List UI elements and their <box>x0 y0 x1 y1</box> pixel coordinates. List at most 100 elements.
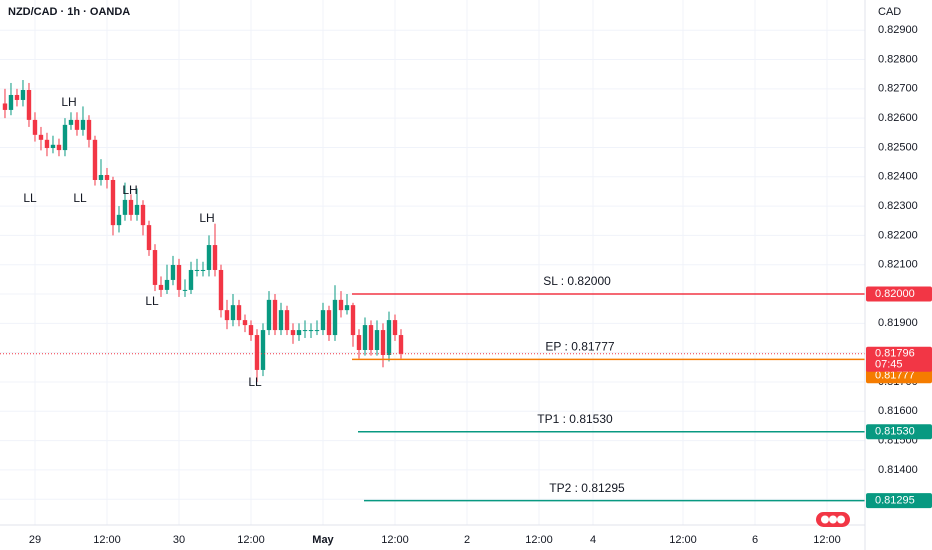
level-price-label: 0.81295 <box>875 495 915 507</box>
candle-body <box>248 325 254 336</box>
y-tick-label: 0.82200 <box>878 229 918 241</box>
candle-body <box>74 119 80 130</box>
candle-body <box>308 330 314 332</box>
last-price-box <box>866 346 932 372</box>
candle-body <box>176 264 182 290</box>
level-price-label-box <box>866 286 932 302</box>
candle-body <box>194 269 200 271</box>
candle-body <box>206 245 212 270</box>
candle-body <box>104 175 110 180</box>
candle-body <box>86 119 92 140</box>
annotation: LH <box>199 211 214 225</box>
candle-body <box>320 310 326 331</box>
y-tick-label: 0.82800 <box>878 53 918 65</box>
candle-body <box>236 305 242 321</box>
candle-body <box>344 305 350 311</box>
y-tick-label: 0.81600 <box>878 405 918 417</box>
x-tick-label: 12:00 <box>381 534 409 546</box>
candle-body <box>224 310 230 321</box>
candle-body <box>338 299 344 311</box>
candle-body <box>128 199 134 215</box>
candle-body <box>302 330 308 332</box>
annotation: LL <box>23 191 37 205</box>
candle-body <box>38 134 44 140</box>
candle-body <box>332 299 338 336</box>
candle-body <box>356 335 362 350</box>
candle-body <box>26 89 32 120</box>
y-tick-label: 0.81900 <box>878 317 918 329</box>
candle-body <box>44 139 50 149</box>
candle-body <box>374 330 380 350</box>
candle-body <box>20 89 26 100</box>
candle-body <box>398 335 404 354</box>
candle-body <box>152 250 158 285</box>
logo-dot <box>829 515 837 524</box>
candle-body <box>380 330 386 355</box>
level-price-label-box <box>866 424 932 440</box>
level-label: TP2 : 0.81295 <box>549 481 625 495</box>
y-tick-label: 0.82900 <box>878 24 918 36</box>
candle-body <box>182 289 188 291</box>
candle-body <box>386 320 392 355</box>
candle-body <box>14 94 20 100</box>
candle-body <box>50 144 56 149</box>
candle-body <box>368 325 374 350</box>
y-tick-label: 0.82400 <box>878 171 918 183</box>
y-tick-label: 0.81400 <box>878 464 918 476</box>
level-price-label-box <box>866 368 932 384</box>
candle-body <box>362 325 368 350</box>
candle-body <box>260 330 266 370</box>
candle-body <box>392 320 398 336</box>
annotation: LH <box>122 183 137 197</box>
candle-body <box>284 310 290 331</box>
y-tick-label: 0.82600 <box>878 112 918 124</box>
x-tick-label: 2 <box>464 534 470 546</box>
candle-body <box>158 284 164 290</box>
candle-body <box>212 245 218 270</box>
candle-body <box>32 119 38 135</box>
candle-body <box>266 299 272 331</box>
x-tick-label: 12:00 <box>237 534 265 546</box>
level-price-label: 0.81777 <box>875 370 915 382</box>
candle-body <box>170 264 176 280</box>
x-tick-label: 12:00 <box>525 534 553 546</box>
level-price-label: 0.81530 <box>875 426 915 438</box>
x-tick-label: 12:00 <box>93 534 121 546</box>
x-tick-label: 30 <box>173 534 185 546</box>
x-tick-label: 4 <box>590 534 596 546</box>
x-tick-label: May <box>312 534 334 546</box>
candle-body <box>188 269 194 290</box>
logo-dot <box>821 515 829 524</box>
candle-body <box>80 119 86 130</box>
candle-body <box>296 330 302 336</box>
candle-body <box>140 204 146 226</box>
currency-label: CAD <box>878 6 901 18</box>
x-tick-label: 12:00 <box>669 534 697 546</box>
y-tick-label: 0.82700 <box>878 83 918 95</box>
candle-body <box>242 320 248 326</box>
candle-body <box>8 94 14 110</box>
annotation: LL <box>248 375 262 389</box>
candle-body <box>218 269 224 311</box>
candle-body <box>122 199 128 215</box>
candle-body <box>272 299 278 331</box>
candle-body <box>230 305 236 321</box>
candle-body <box>314 330 320 332</box>
candle-body <box>116 214 122 226</box>
annotation: LL <box>145 294 159 308</box>
candle-body <box>146 225 152 251</box>
candle-body <box>278 310 284 331</box>
candle-body <box>164 279 170 290</box>
x-tick-label: 12:00 <box>813 534 841 546</box>
candle-body <box>110 179 116 226</box>
level-price-label: 0.82000 <box>875 288 915 300</box>
candle-body <box>68 119 74 125</box>
candle-body <box>200 269 206 271</box>
candle-body <box>254 335 260 370</box>
level-label: EP : 0.81777 <box>545 340 614 354</box>
countdown-label: 07:45 <box>875 359 903 371</box>
level-label: SL : 0.82000 <box>543 274 611 288</box>
candle-body <box>134 204 140 215</box>
